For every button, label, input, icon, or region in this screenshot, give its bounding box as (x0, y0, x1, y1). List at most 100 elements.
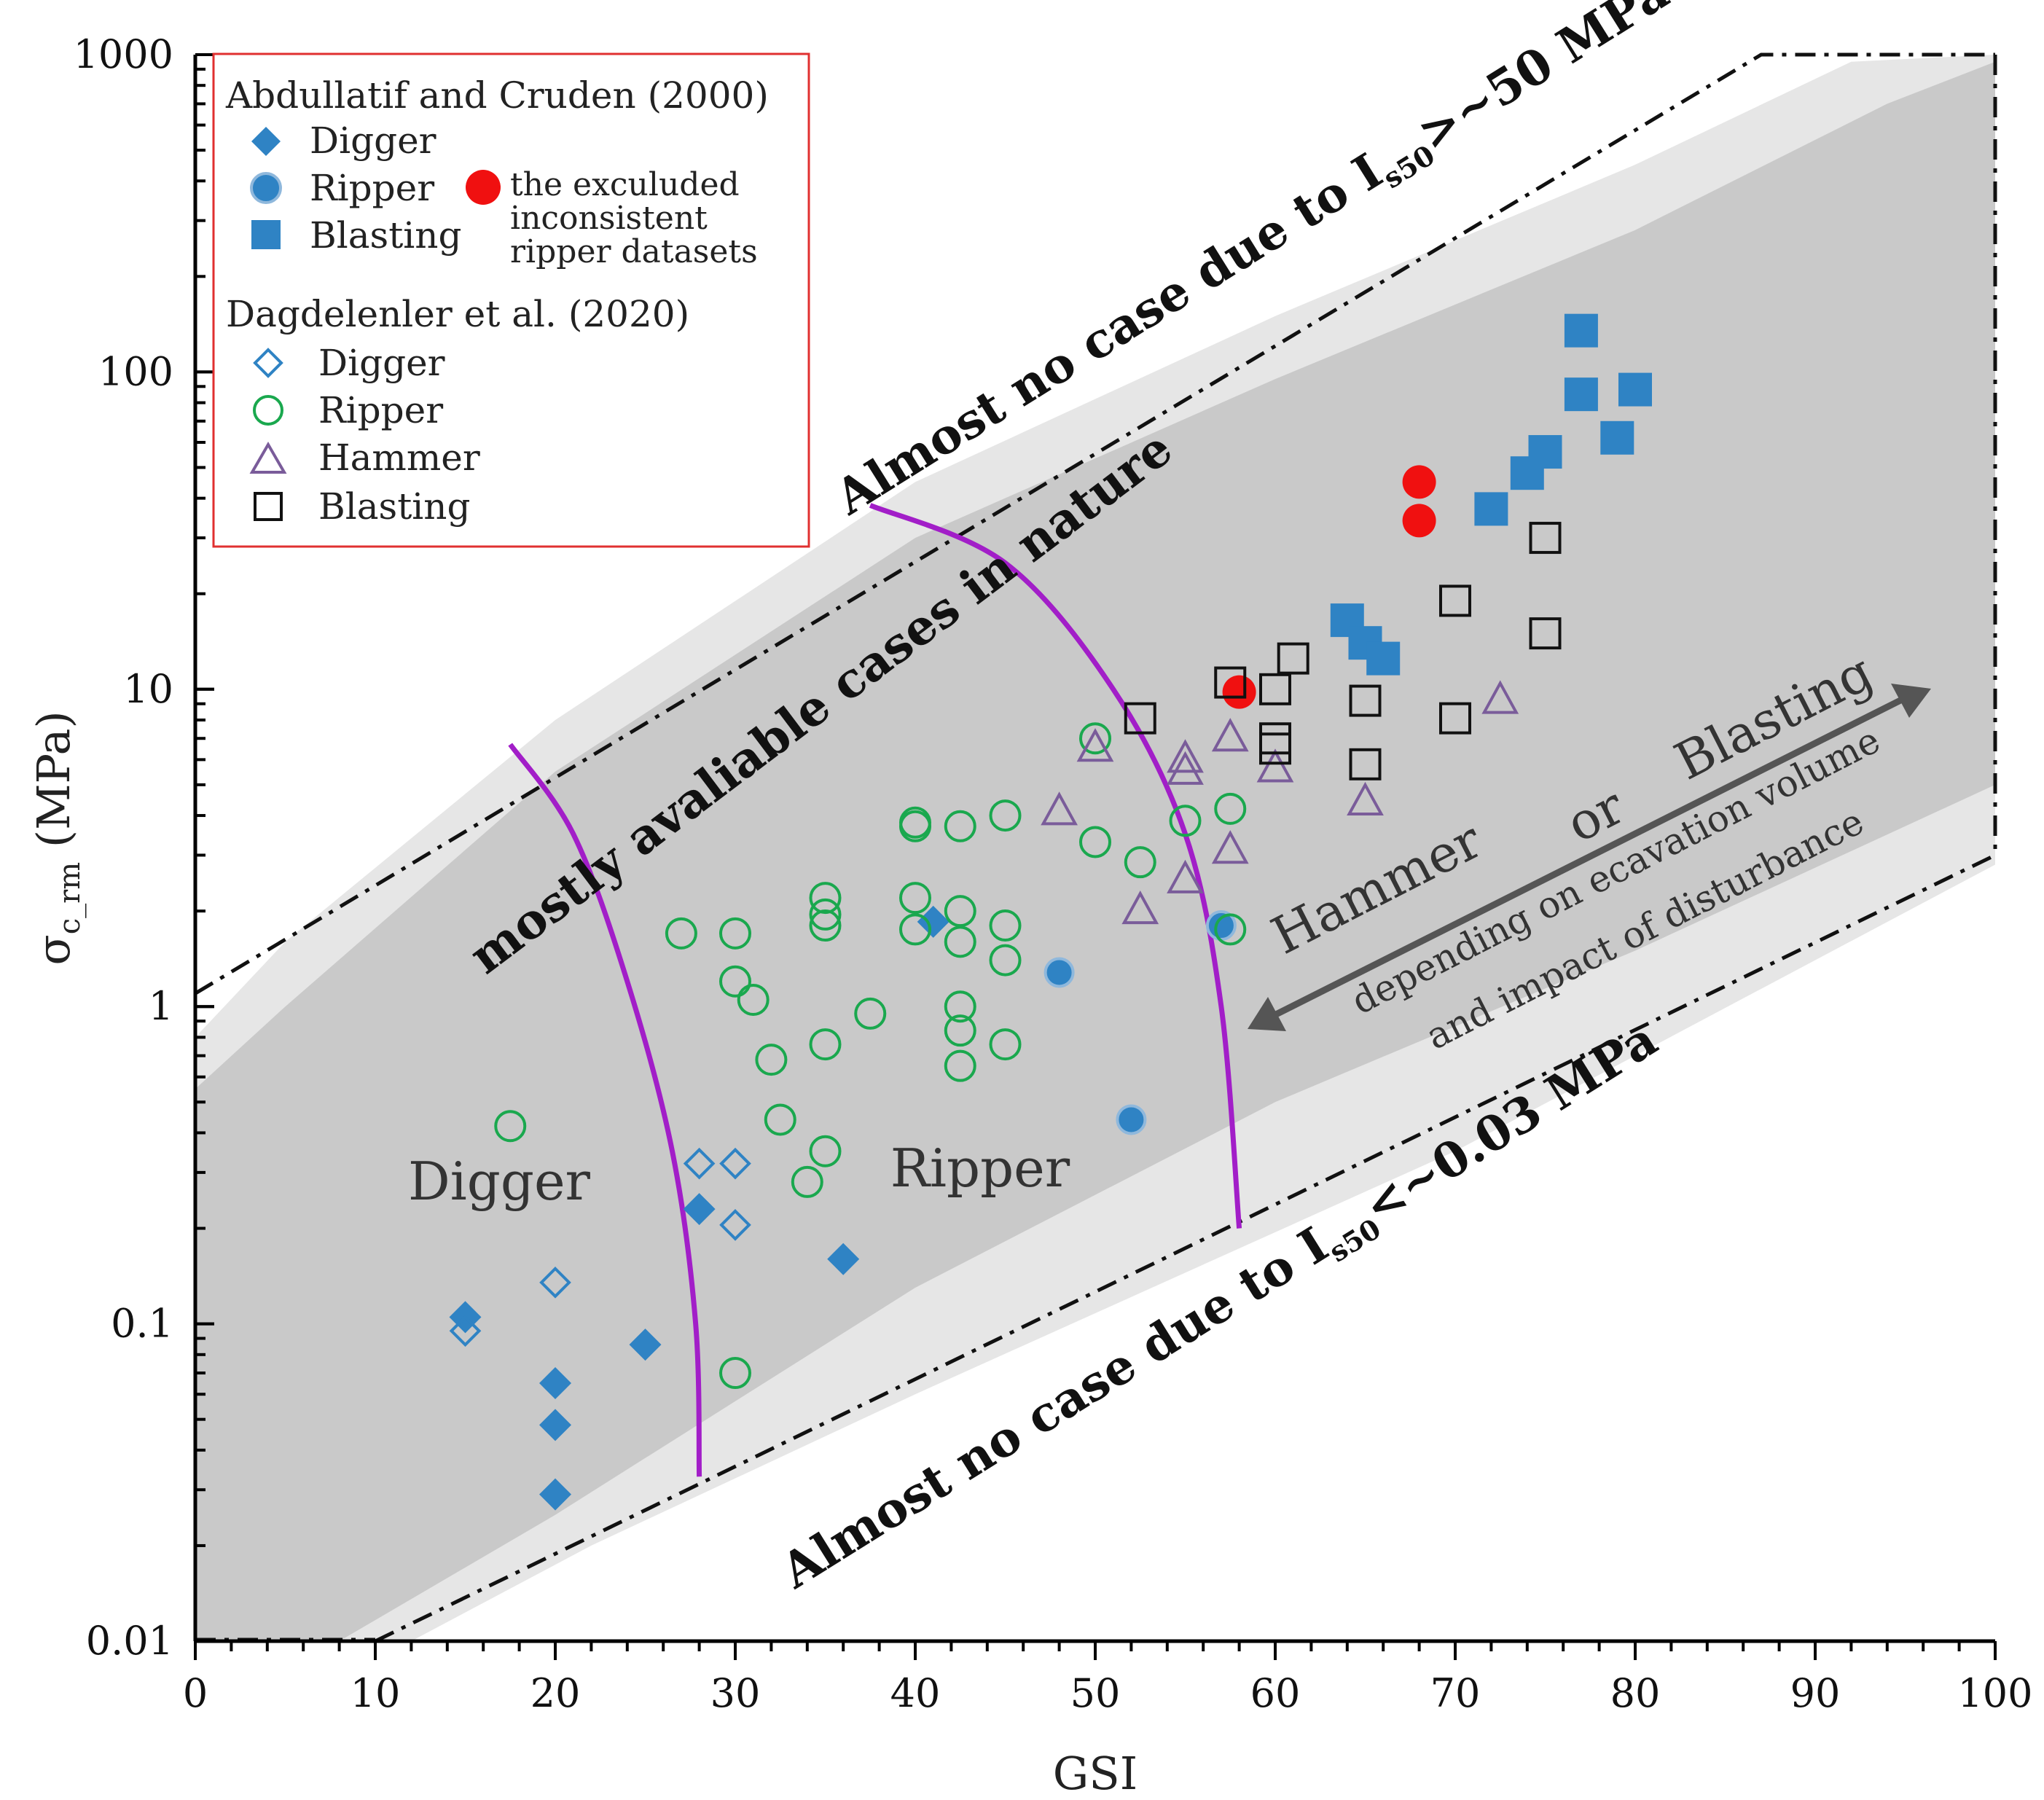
point-circle-open (944, 1014, 976, 1047)
point-diamond-open (539, 1267, 571, 1299)
point-circle-open (1124, 846, 1156, 879)
point-circle-red (1222, 675, 1256, 709)
point-triangle-open (1076, 728, 1114, 762)
point-square-open (1529, 522, 1562, 555)
y-tick-label: 10 (123, 666, 173, 712)
axes-layer: 0 10 20 30 40 50 60 70 80 90 100 0.01 0.1 1 10 100 1000 (74, 31, 2033, 1716)
point-circle-open (899, 913, 931, 946)
point-circle-open (809, 898, 842, 931)
legend-excluded-line3: ripper datasets (510, 233, 758, 270)
point-triangle-open (1256, 748, 1294, 783)
x-tick-label: 60 (1250, 1670, 1301, 1716)
point-diamond-open (449, 1315, 482, 1347)
boundary-curves-layer (508, 503, 1242, 1477)
point-square-open (1349, 748, 1382, 780)
point-square-open (1214, 666, 1247, 699)
point-circle-open (1079, 826, 1111, 858)
point-circle-red (1402, 465, 1436, 499)
point-circle-filled (1116, 1104, 1147, 1135)
point-circle-open (1214, 792, 1247, 825)
point-circle-open (989, 799, 1022, 832)
x-tick-label: 40 (890, 1670, 941, 1716)
point-circle-open (719, 1357, 751, 1390)
x-tick-label: 80 (1610, 1670, 1661, 1716)
y-tick-label: 100 (98, 348, 173, 394)
data-points-layer (449, 313, 1652, 1511)
legend-marker-ripper-open (253, 395, 283, 426)
y-tick-label: 0.1 (111, 1301, 173, 1347)
lower-limit-line (374, 853, 1997, 1643)
legend-label-g2-hammer: Hammer (318, 437, 480, 479)
point-circle-open (719, 917, 751, 950)
legend: Abdullatif and Cruden (2000) Digger Ripp… (212, 52, 810, 548)
x-tick-label: 70 (1430, 1670, 1481, 1716)
x-tick-label: 10 (351, 1670, 401, 1716)
x-tick-label: 100 (1957, 1670, 2032, 1716)
legend-label-g2-digger: Digger (318, 342, 445, 384)
x-tick-label: 90 (1790, 1670, 1841, 1716)
point-circle-open (944, 990, 976, 1023)
point-circle-open (764, 1103, 796, 1136)
point-circle-open (989, 909, 1022, 942)
double-arrow-line (1269, 696, 1904, 1020)
point-circle-open (899, 810, 931, 842)
legend-label-g2-blasting: Blasting (318, 485, 471, 528)
point-circle-open (755, 1044, 788, 1076)
point-circle-open (944, 895, 976, 928)
point-square-open (1259, 732, 1291, 765)
point-triangle-open (1167, 859, 1204, 893)
legend-label-g2-ripper: Ripper (318, 389, 443, 431)
point-square-open (1259, 673, 1291, 705)
region-label-digger: Digger (408, 1151, 591, 1212)
point-square-filled (1528, 435, 1562, 469)
point-circle-open (989, 944, 1022, 977)
point-diamond-open (719, 1147, 751, 1180)
boundary-curve-digger-ripper (508, 743, 702, 1477)
point-diamond-filled (539, 1409, 571, 1441)
point-triangle-open (1211, 718, 1249, 752)
legend-excluded-line1: the exculuded (510, 166, 740, 203)
point-circle-open (989, 1028, 1022, 1061)
point-circle-filled (1043, 957, 1075, 988)
point-square-open (1277, 642, 1309, 675)
axis-titles: GSI σc_rm (MPa) (27, 711, 1137, 1800)
point-diamond-open (719, 1209, 751, 1241)
y-tick-label: 0.01 (86, 1618, 173, 1664)
point-circle-open (719, 965, 751, 998)
legend-marker-digger-filled (251, 127, 281, 156)
x-tick-label: 20 (530, 1670, 581, 1716)
point-circle-open (854, 997, 887, 1030)
point-square-open (1124, 702, 1156, 735)
legend-label-g1-blasting: Blasting (310, 214, 462, 257)
point-circle-open (944, 1049, 976, 1082)
y-tick-label: 1000 (74, 31, 173, 77)
point-triangle-open (1211, 830, 1249, 864)
legend-marker-excluded (466, 170, 501, 205)
point-circle-red (1402, 504, 1436, 538)
x-tick-label: 30 (710, 1670, 761, 1716)
point-circle-open (665, 917, 697, 950)
point-square-filled (1564, 313, 1598, 348)
point-diamond-open (683, 1147, 716, 1180)
point-triangle-open (1167, 739, 1204, 773)
point-diamond-filled (629, 1329, 662, 1361)
point-diamond-filled (827, 1243, 860, 1275)
point-square-filled (1618, 372, 1652, 407)
point-diamond-filled (917, 905, 949, 938)
point-diamond-filled (539, 1367, 571, 1400)
point-circle-open (1079, 722, 1111, 755)
point-square-filled (1366, 641, 1401, 676)
point-triangle-open (1041, 791, 1078, 826)
legend-marker-digger-open (253, 348, 283, 378)
legend-marker-hammer-open (249, 442, 287, 474)
x-tick-label: 50 (1070, 1670, 1121, 1716)
point-circle-open (737, 983, 770, 1016)
point-circle-open (494, 1110, 527, 1143)
point-square-open (1439, 584, 1471, 617)
point-circle-open (809, 882, 842, 915)
point-triangle-open (1121, 890, 1159, 925)
region-label-ripper: Ripper (890, 1138, 1070, 1199)
y-axis-title: σc_rm (MPa) (27, 711, 87, 965)
legend-excluded-line2: inconsistent (510, 200, 708, 237)
